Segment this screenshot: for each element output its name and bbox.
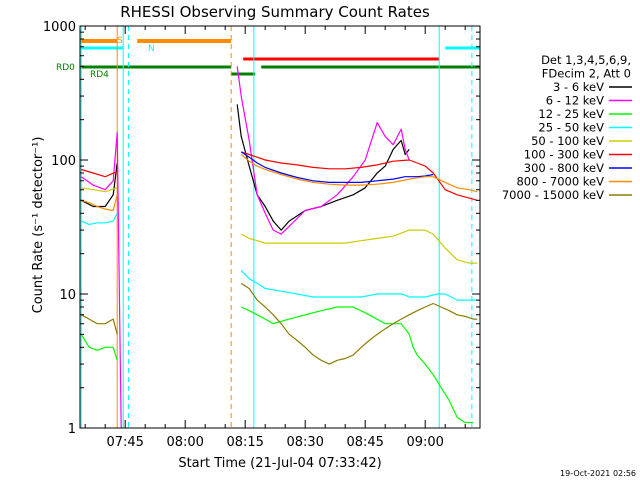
flag-label-rd4: RD4 [90,70,109,80]
y-tick-label: 10 [59,288,76,303]
series-line-25-50-kev [80,213,118,226]
legend: Det 1,3,4,5,6,9,FDecim 2, Att 03 - 6 keV… [502,53,632,202]
legend-label: 7000 - 15000 keV [502,188,604,202]
y-tick-label: 1 [68,422,76,437]
series-line-800-7000-kev [240,154,478,193]
legend-header: FDecim 2, Att 0 [542,67,631,81]
series-line-300-800-kev [240,151,434,183]
x-tick-label: 08:45 [346,435,383,450]
legend-label: 6 - 12 keV [546,94,604,108]
series-line-6-12-kev [236,66,410,235]
series-line-12-25-kev [80,333,118,361]
y-tick-label: 100 [51,154,76,169]
x-tick-label: 08:15 [226,435,263,450]
legend-label: 800 - 7000 keV [516,175,604,189]
x-tick-label: 08:00 [166,435,203,450]
legend-header: Det 1,3,4,5,6,9, [541,53,631,67]
legend-label: 100 - 300 keV [524,148,604,162]
series-line-25-50-kev [240,269,478,301]
series-line-50-100-kev [81,187,118,193]
series-line-12-25-kev [240,306,474,424]
x-axis-title: Start Time (21-Jul-04 07:33:42) [178,456,381,471]
legend-label: 12 - 25 keV [538,107,604,121]
chart-title: RHESSI Observing Summary Count Rates [120,3,430,21]
series-line-800-7000-kev [81,194,118,212]
x-tick-label: 07:45 [106,435,143,450]
y-tick-label: 1000 [43,20,76,35]
series-line-50-100-kev [240,229,478,264]
series-line-3-6-kev [80,162,118,208]
series-line-3-6-kev [236,104,410,231]
series-line-7000-15000-kev [240,282,478,365]
series-line-100-300-kev [81,168,118,178]
series-line-6-12-kev [80,132,122,429]
x-tick-label: 09:00 [406,435,443,450]
legend-label: 300 - 800 keV [524,161,604,175]
plot-frame [79,25,481,429]
series-line-100-300-kev [241,151,478,201]
legend-label: 50 - 100 keV [531,134,604,148]
flag-label-rd0: RD0 [56,63,75,73]
footer-timestamp: 19-Oct-2021 02:56 [560,469,636,478]
flag-label-n: N [148,44,155,54]
x-tick-label: 08:30 [286,435,323,450]
flag-label-s: S [117,36,123,46]
y-axis-title: Count Rate (s⁻¹ detector⁻¹) [31,137,46,314]
legend-label: 25 - 50 keV [538,121,604,135]
plot-area: S N RD0 RD4 1 10 100 1000 07:45 08:00 08:15 08:30 08… [43,20,481,450]
series-line-7000-15000-kev [80,314,118,335]
legend-label: 3 - 6 keV [553,80,604,94]
